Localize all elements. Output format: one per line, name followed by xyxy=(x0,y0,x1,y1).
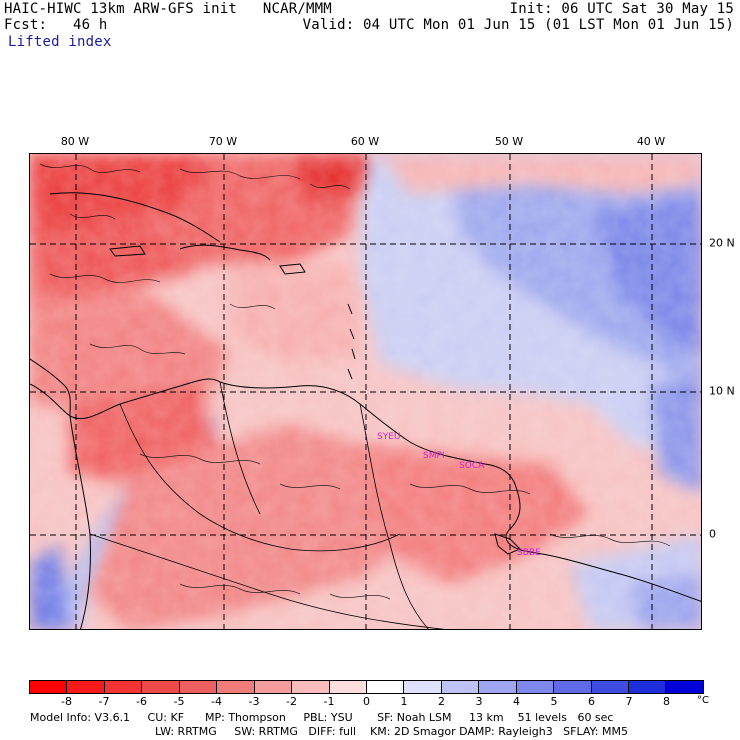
colorbar-segment xyxy=(30,681,68,693)
field-name: Lifted index xyxy=(8,34,112,50)
colorbar-segment xyxy=(254,681,293,693)
colorbar-segment xyxy=(629,681,667,693)
lat-label-20n: 20 N xyxy=(709,236,735,250)
lon-label-70w: 70 W xyxy=(208,135,238,148)
lat-label-equator: 0 xyxy=(709,527,716,541)
colorbar-segment xyxy=(516,681,555,693)
colorbar-tick-label: 0 xyxy=(363,695,370,708)
lon-label-80w: 80 W xyxy=(60,135,90,148)
colorbar xyxy=(29,680,704,694)
station-label: SYEU xyxy=(377,432,401,442)
colorbar-segment xyxy=(441,681,480,693)
lifted-index-map xyxy=(29,153,702,630)
colorbar-tick-label: 7 xyxy=(625,695,633,708)
colorbar-segment xyxy=(104,681,143,693)
colorbar-tick-label: 8 xyxy=(663,695,670,708)
colorbar-tick-label: -3 xyxy=(248,695,260,708)
colorbar-segment xyxy=(217,681,255,693)
colorbar-tick-label: 2 xyxy=(438,695,445,708)
colorbar-tick-label: -4 xyxy=(211,695,222,708)
colorbar-tick-label: 6 xyxy=(588,695,595,708)
lon-label-40w: 40 W xyxy=(636,135,666,148)
colorbar-segment xyxy=(366,681,405,693)
colorbar-segment xyxy=(666,681,703,693)
coastlines xyxy=(30,192,701,629)
colorbar-segment xyxy=(292,681,330,693)
station-label: SMPI xyxy=(423,451,445,461)
contour-lines xyxy=(39,163,671,600)
colorbar-tick-label: -2 xyxy=(286,695,297,708)
colorbar-segment xyxy=(329,681,367,693)
colorbar-tick-label: -6 xyxy=(136,695,147,708)
model-info-line2: LW: RRTMG SW: RRTMG DIFF: full KM: 2D Sm… xyxy=(155,725,628,738)
valid-time: Valid: 04 UTC Mon 01 Jun 15 (01 LST Mon … xyxy=(302,17,734,33)
map-svg xyxy=(30,154,701,629)
colorbar-segment xyxy=(404,681,442,693)
colorbar-tick-label: -8 xyxy=(61,695,72,708)
colorbar-segment xyxy=(179,681,218,693)
colorbar-tick-label: -7 xyxy=(98,695,110,708)
station-label: SBBE xyxy=(517,548,541,558)
colorbar-segment xyxy=(554,681,592,693)
colorbar-unit: °C xyxy=(697,695,709,706)
lon-label-50w: 50 W xyxy=(494,135,524,148)
colorbar-tick-label: -5 xyxy=(173,695,185,708)
lon-label-60w: 60 W xyxy=(350,135,380,148)
lat-label-10n: 10 N xyxy=(709,384,735,398)
colorbar-segment xyxy=(67,681,105,693)
colorbar-tick-label: 3 xyxy=(475,695,483,708)
colorbar-tick-label: 1 xyxy=(400,695,408,708)
model-info-line1: Model Info: V3.6.1 CU: KF MP: Thompson P… xyxy=(30,711,614,724)
title-line: HAIC-HIWC 13km ARW-GFS init NCAR/MMM xyxy=(4,1,332,17)
grid-lines xyxy=(30,154,701,629)
station-label: SOCA xyxy=(459,461,485,471)
colorbar-tick-label: -1 xyxy=(323,695,335,708)
colorbar-tick-label: 4 xyxy=(513,695,520,708)
colorbar-segment xyxy=(142,681,180,693)
init-time: Init: 06 UTC Sat 30 May 15 xyxy=(509,1,734,17)
colorbar-segment xyxy=(591,681,629,693)
colorbar-segment xyxy=(479,681,517,693)
forecast-hour: Fcst: 46 h xyxy=(4,17,108,33)
colorbar-tick-label: 5 xyxy=(550,695,558,708)
